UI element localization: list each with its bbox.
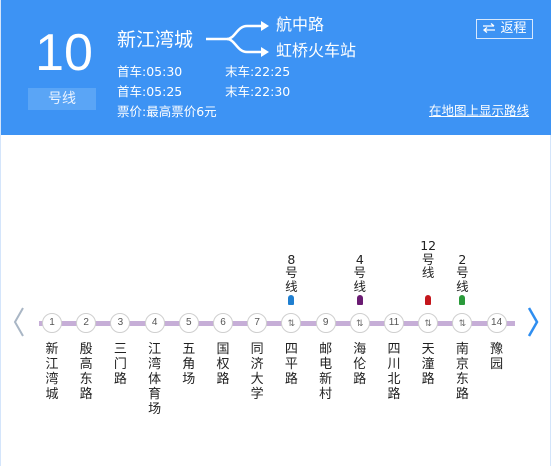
chevron-right-icon[interactable] [525,305,541,339]
transfer-line-color-icon [288,295,295,305]
station-name[interactable]: 邮电新村 [319,342,333,402]
transfer-station-marker[interactable]: ⇅ [452,313,473,333]
branch-terminal-1: 航中路 [276,15,325,34]
station-name[interactable]: 五角场 [182,342,196,387]
show-route-on-map-link[interactable]: 在地图上显示路线 [429,103,530,118]
first-train-time: 05:30 [146,64,183,79]
station-name[interactable]: 四平路 [284,342,298,387]
line-unit-label: 号线 [28,88,96,110]
transfer-station-marker[interactable]: ⇅ [418,313,439,333]
transfer-line-label: 2号线 [456,251,469,294]
last-train-time: 22:25 [254,64,291,79]
station-number-marker[interactable]: 3 [110,313,131,333]
first-train-label: 首车: [117,64,147,79]
station-name[interactable]: 江湾体育场 [148,342,162,417]
branch-terminal-2: 虹桥火车站 [276,41,357,60]
station-number-marker[interactable]: 11 [384,313,404,333]
station-number-marker[interactable]: 5 [178,313,199,333]
schedule-row: 首车:05:25 末车:22:30 [117,84,290,100]
swap-arrows-icon [483,23,496,33]
transfer-line-tag: 8号线 [281,251,301,305]
station-name[interactable]: 三门路 [113,342,127,387]
transfer-line-label: 4号线 [353,251,367,294]
route-diagram: 1 新江湾城 2 殷高东路 3 三门路 4 江湾体育场 5 五角场 6 国权路 7 同济大学 8号线 ⇅ 四平路… [1,135,551,466]
transfer-line-color-icon [459,295,466,305]
station-number-marker[interactable]: 2 [76,313,97,333]
start-station: 新江湾城 [117,29,194,51]
first-train-label: 首车: [117,84,147,99]
last-train-label: 末车: [225,84,255,99]
station-number-marker[interactable]: 9 [315,313,336,333]
last-train-time: 22:30 [254,84,291,99]
transfer-line-color-icon [425,295,432,305]
line-number: 10 [35,24,93,82]
transfer-station-marker[interactable]: ⇅ [281,313,302,333]
station-name[interactable]: 南京东路 [455,342,469,402]
transfer-line-tag: 12号线 [418,238,438,305]
station-number-marker[interactable]: 6 [213,313,233,333]
line-track [39,321,515,326]
last-train-label: 末车: [225,64,255,79]
station-name[interactable]: 新江湾城 [45,342,59,402]
station-name[interactable]: 豫园 [490,342,504,372]
station-name[interactable]: 海伦路 [353,342,367,387]
transfer-line-label: 8号线 [285,251,298,294]
return-button[interactable]: 返程 [476,19,533,39]
station-name[interactable]: 四川北路 [387,342,401,402]
station-number-marker[interactable]: 1 [42,313,62,333]
fork-icon [206,21,269,57]
return-label: 返程 [500,21,527,36]
schedule-row: 首车:05:30 末车:22:25 [117,64,290,80]
station-number-marker[interactable]: 4 [144,313,165,333]
first-train-time: 05:25 [146,84,183,99]
transfer-line-tag: 2号线 [452,251,472,305]
fare-info: 票价:最高票价6元 [117,104,217,119]
transfer-line-label: 12号线 [420,238,437,280]
line-header: 10 号线 新江湾城 航中路 虹桥火车站 首车:05:30 末车:22:25 首… [1,0,551,135]
transfer-station-marker[interactable]: ⇅ [349,313,370,333]
station-name[interactable]: 国权路 [216,342,230,387]
transfer-line-tag: 4号线 [350,251,370,305]
station-name[interactable]: 天潼路 [421,342,435,387]
transfer-line-color-icon [356,295,363,305]
station-name[interactable]: 同济大学 [250,342,264,402]
station-name[interactable]: 殷高东路 [79,342,93,402]
chevron-left-icon[interactable] [11,305,27,339]
station-number-marker[interactable]: 14 [486,313,507,333]
station-number-marker[interactable]: 7 [247,313,268,333]
